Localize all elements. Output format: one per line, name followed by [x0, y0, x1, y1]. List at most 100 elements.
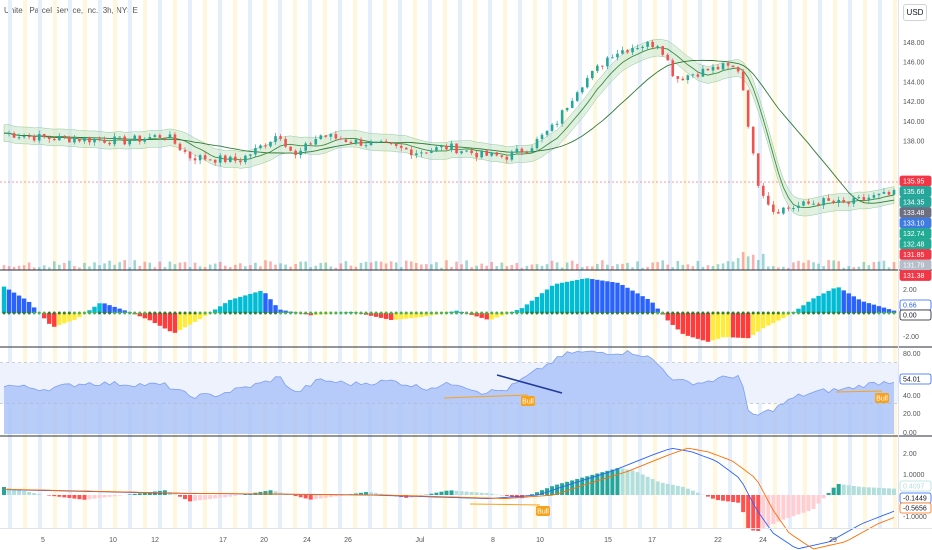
candle-body — [656, 46, 659, 48]
candle-body — [233, 156, 237, 161]
volume-bar — [495, 266, 499, 270]
bull-label-box — [521, 396, 535, 406]
momentum-bar — [77, 313, 82, 318]
momentum-bar — [710, 313, 716, 341]
price-scale[interactable]: 148.00 146.00 144.00 142.00 140.00 138.00 135.… — [899, 40, 932, 521]
candle-body — [550, 124, 554, 131]
squeeze-dot — [661, 311, 665, 315]
squeeze-dot — [168, 311, 172, 315]
time-scale-label: 5 — [41, 537, 45, 544]
background-strip — [683, 0, 687, 528]
volume-bar — [435, 262, 438, 270]
macd-histogram-bar — [876, 487, 881, 495]
macd-histogram-bar — [836, 483, 841, 495]
currency-button[interactable]: USD — [903, 4, 927, 21]
volume-bar — [661, 260, 665, 270]
macd-histogram-bar — [670, 484, 675, 495]
volume-bar — [741, 252, 745, 270]
volume-bar — [726, 261, 730, 270]
macd-histogram-bar — [635, 472, 640, 495]
squeeze-dot — [12, 311, 16, 315]
squeeze-dot — [847, 311, 851, 315]
volume-bar — [420, 264, 423, 270]
squeeze-dot — [751, 311, 755, 315]
squeeze-dot — [434, 311, 438, 315]
rsi-pane[interactable]: Bull Bull — [0, 349, 898, 435]
candle-body — [797, 205, 800, 209]
volume-bar — [178, 262, 182, 270]
price-scale-badge — [899, 175, 932, 187]
session-background-strips — [8, 0, 897, 528]
momentum-bar — [253, 292, 258, 313]
background-strip — [308, 0, 312, 528]
momentum-bar — [218, 306, 223, 313]
background-strip — [803, 0, 807, 528]
price-scale-badge-label: 131.85 — [903, 252, 925, 259]
squeeze-dot — [178, 311, 182, 315]
squeeze-dot — [817, 311, 821, 315]
volume-bar — [98, 265, 101, 270]
price-scale-badge-label: 134.35 — [903, 200, 925, 207]
candle-body — [409, 149, 413, 156]
momentum-bar — [383, 313, 389, 319]
background-strip — [503, 0, 507, 528]
candle-body — [545, 130, 549, 135]
candle-body — [244, 155, 247, 163]
macd-histogram-bar — [716, 495, 721, 501]
momentum-pane[interactable] — [1, 278, 897, 342]
volume-bar — [249, 265, 252, 270]
squeeze-dot — [213, 311, 217, 315]
price-pane[interactable] — [0, 38, 898, 270]
candle-body — [63, 135, 66, 138]
momentum-bar — [399, 313, 404, 320]
momentum-bar — [781, 313, 786, 319]
macd-histogram-bar — [7, 487, 12, 495]
pane-separators[interactable] — [0, 0, 932, 529]
background-strip — [608, 0, 612, 528]
volume-bar — [364, 261, 368, 270]
background-strip — [728, 0, 732, 528]
momentum-bar — [21, 298, 27, 313]
momentum-bar — [152, 313, 158, 324]
momentum-bar — [811, 298, 816, 313]
candle-body — [58, 135, 61, 141]
candle-body — [7, 133, 11, 135]
volume-bar — [314, 265, 318, 270]
macd-pane[interactable]: Bull — [2, 447, 896, 550]
background-strip — [248, 0, 252, 528]
volume-bar — [651, 262, 654, 270]
background-strip — [143, 0, 147, 528]
volume-bar — [756, 259, 760, 270]
divergence-trendline — [496, 374, 563, 394]
price-scale-tick: 20.00 — [903, 411, 921, 418]
squeeze-dot — [636, 311, 640, 315]
background-strip — [23, 0, 27, 528]
momentum-bar — [223, 303, 228, 313]
macd-histogram-bar — [484, 493, 489, 495]
squeeze-dot — [882, 311, 886, 315]
squeeze-dot — [781, 311, 785, 315]
volume-bar — [892, 262, 896, 270]
macd-histogram-bar — [595, 473, 600, 495]
squeeze-dot — [475, 311, 479, 315]
macd-histogram-bar — [22, 490, 27, 495]
candle-body — [671, 60, 675, 77]
macd-histogram-bar — [444, 490, 449, 495]
volume-bar — [787, 267, 790, 270]
volume-bar — [681, 264, 685, 270]
price-scale-badge — [899, 228, 932, 239]
squeeze-dot — [480, 311, 484, 315]
momentum-bar — [796, 308, 801, 313]
candle-body — [153, 135, 157, 137]
macd-histogram-bar — [811, 495, 816, 509]
squeeze-dot — [304, 311, 308, 315]
momentum-bar — [273, 305, 278, 313]
time-scale[interactable]: 5 10 12 17 20 24 26 Jul 8 10 15 17 22 24 29 — [41, 537, 837, 544]
momentum-bar — [404, 313, 409, 319]
candle-body — [158, 135, 162, 138]
squeeze-dot — [218, 311, 222, 315]
price-scale-badge — [899, 373, 932, 385]
macd-histogram-bar — [62, 495, 67, 498]
volume-bar — [269, 261, 272, 270]
